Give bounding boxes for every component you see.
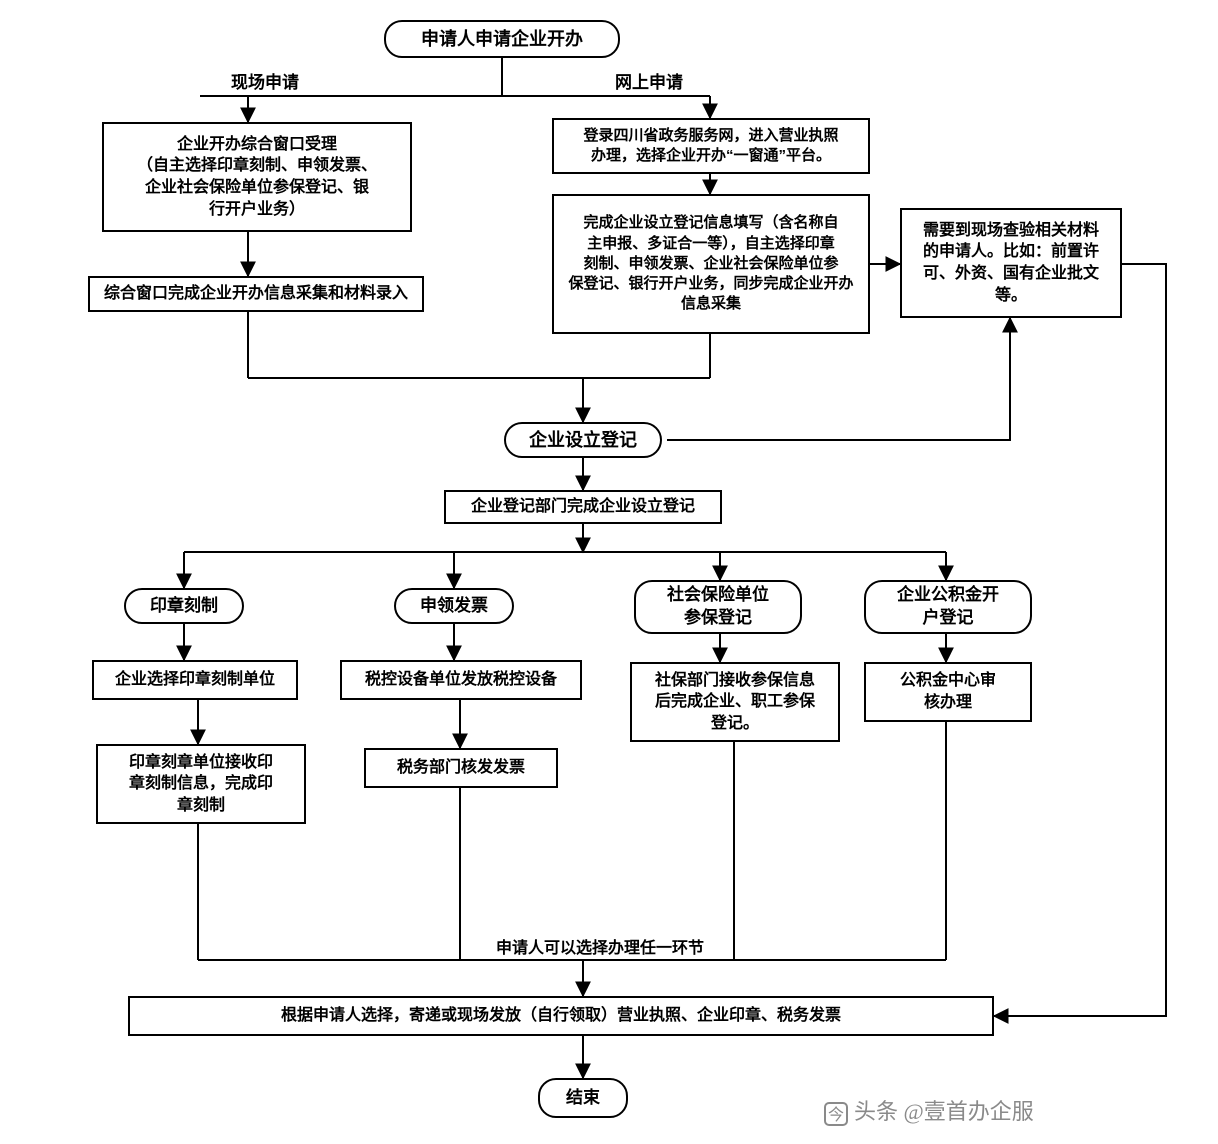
- node-n_seal_1: 企业选择印章刻制单位: [92, 660, 298, 700]
- flowchart-canvas: 申请人申请企业开办现场申请 网上申请企业开办综合窗口受理（自主选择印章刻制、申领发…: [0, 0, 1218, 1144]
- node-lbl_online: 网上申请: [594, 68, 704, 92]
- node-n_right2: 完成企业设立登记信息填写（含名称自主申报、多证合一等），自主选择印章刻制、申领发…: [552, 194, 870, 334]
- node-n_left1: 企业开办综合窗口受理（自主选择印章刻制、申领发票、企业社会保险单位参保登记、银行…: [102, 122, 412, 232]
- node-n_seal_2: 印章刻章单位接收印章刻制信息，完成印章刻制: [96, 744, 306, 824]
- node-n_extra: 需要到现场查验相关材料的申请人。比如：前置许可、外资、国有企业批文等。: [900, 208, 1122, 318]
- node-n_tax_h: 申领发票: [394, 588, 514, 624]
- node-n_right1: 登录四川省政务服务网，进入营业执照办理，选择企业开办“一窗通”平台。: [552, 118, 870, 174]
- node-n_deliver: 根据申请人选择，寄递或现场发放（自行领取）营业执照、企业印章、税务发票: [128, 996, 994, 1036]
- node-n_seal_h: 印章刻制: [124, 588, 244, 624]
- headline-icon: 今: [824, 1102, 848, 1126]
- node-n_tax_2: 税务部门核发发票: [364, 748, 558, 788]
- node-n_tax_1: 税控设备单位发放税控设备: [340, 660, 582, 700]
- node-n_ss_h: 社会保险单位参保登记: [634, 580, 802, 634]
- svg-text:今: 今: [828, 1106, 844, 1124]
- node-lbl_onsite: 现场申请: [210, 68, 320, 92]
- watermark-text: 头条 @壹首办企服: [854, 1099, 1034, 1124]
- node-n_setup_done: 企业登记部门完成企业设立登记: [444, 490, 722, 524]
- node-n_setup: 企业设立登记: [504, 422, 662, 458]
- node-n_left2: 综合窗口完成企业开办信息采集和材料录入: [88, 276, 424, 312]
- node-lbl_choice: 申请人可以选择办理任一环节: [470, 934, 730, 958]
- node-n_start: 申请人申请企业开办: [384, 20, 620, 58]
- node-n_ss_1: 社保部门接收参保信息后完成企业、职工参保登记。: [630, 662, 840, 742]
- edge-12: [994, 264, 1166, 1016]
- node-n_fund_h: 企业公积金开户登记: [864, 580, 1032, 634]
- edge-11: [667, 318, 1010, 440]
- watermark: 今 头条 @壹首办企服: [824, 1094, 1034, 1126]
- node-n_end: 结束: [538, 1078, 628, 1118]
- node-n_fund_1: 公积金中心审核办理: [864, 662, 1032, 722]
